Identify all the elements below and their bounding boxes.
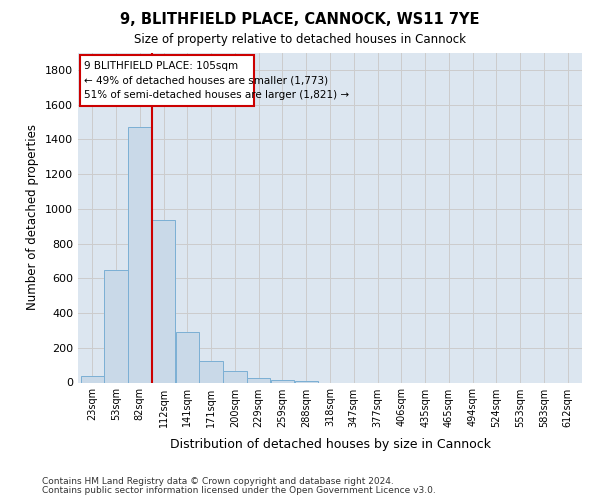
Bar: [176, 332, 199, 382]
Text: 9 BLITHFIELD PLACE: 105sqm: 9 BLITHFIELD PLACE: 105sqm: [84, 62, 238, 72]
Bar: [104, 270, 128, 382]
Bar: [271, 380, 294, 382]
Bar: [295, 381, 318, 382]
Text: ← 49% of detached houses are smaller (1,773): ← 49% of detached houses are smaller (1,…: [84, 76, 328, 86]
Y-axis label: Number of detached properties: Number of detached properties: [26, 124, 40, 310]
Bar: [80, 55, 254, 106]
Bar: [223, 371, 247, 382]
Text: Contains HM Land Registry data © Crown copyright and database right 2024.: Contains HM Land Registry data © Crown c…: [42, 477, 394, 486]
Text: 51% of semi-detached houses are larger (1,821) →: 51% of semi-detached houses are larger (…: [84, 90, 349, 100]
Text: 9, BLITHFIELD PLACE, CANNOCK, WS11 7YE: 9, BLITHFIELD PLACE, CANNOCK, WS11 7YE: [120, 12, 480, 28]
Bar: [128, 127, 151, 382]
Bar: [199, 361, 223, 382]
Text: Size of property relative to detached houses in Cannock: Size of property relative to detached ho…: [134, 32, 466, 46]
Bar: [152, 220, 175, 382]
Bar: [247, 378, 271, 382]
Text: Contains public sector information licensed under the Open Government Licence v3: Contains public sector information licen…: [42, 486, 436, 495]
Bar: [80, 376, 104, 382]
X-axis label: Distribution of detached houses by size in Cannock: Distribution of detached houses by size …: [170, 438, 491, 451]
